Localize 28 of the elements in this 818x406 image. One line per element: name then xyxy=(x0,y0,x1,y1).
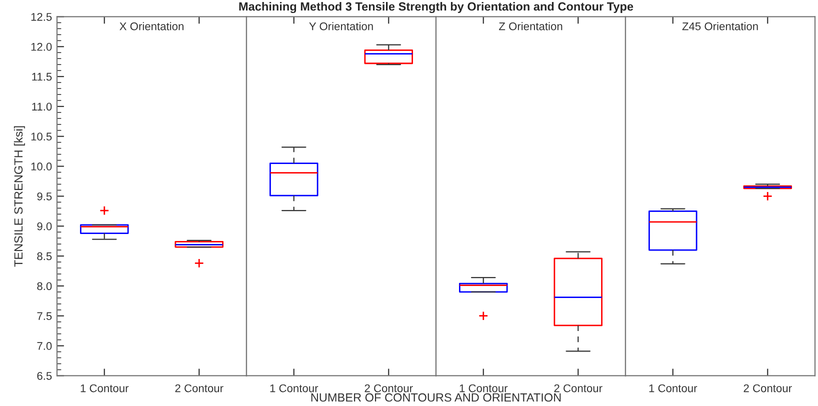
y-tick-label: 7.0 xyxy=(37,342,52,350)
x-tick-label: 2 Contour xyxy=(364,384,413,392)
y-tick-label: 8.0 xyxy=(37,282,52,290)
y-tick-label: 6.5 xyxy=(37,372,52,380)
x-tick-label: 1 Contour xyxy=(80,384,129,392)
y-tick-label: 10.0 xyxy=(31,162,52,170)
annotation: X Orientation xyxy=(120,22,184,30)
x-tick-label: 1 Contour xyxy=(460,384,508,392)
y-tick-label: 11.0 xyxy=(32,102,52,111)
x-tick-label: 1 Contour xyxy=(270,384,318,392)
y-tick-label: 11.5 xyxy=(32,72,52,81)
annotation: Z45 Orientation xyxy=(682,22,758,30)
y-tick-label: 9.5 xyxy=(37,192,52,200)
x-tick-label: 1 Contour xyxy=(649,384,698,392)
y-tick-label: 12.5 xyxy=(31,12,52,21)
annotation: Z Orientation xyxy=(498,22,562,30)
x-axis-title: NUMBER OF CONTOURS AND ORIENTATION xyxy=(311,393,561,402)
x-tick-label: 2 Contour xyxy=(175,384,224,392)
y-tick-label: 10.5 xyxy=(31,132,52,140)
y-tick-label: 9.0 xyxy=(37,222,52,230)
y-tick-label: 12.0 xyxy=(31,42,52,51)
annotation: Y Orientation xyxy=(309,22,373,30)
x-tick-label: 2 Contour xyxy=(744,384,792,392)
y-axis-title: TENSILE STRENGTH [ksi] xyxy=(14,126,25,267)
y-tick-label: 7.5 xyxy=(37,312,52,320)
y-tick-label: 8.5 xyxy=(37,252,52,260)
x-tick-label: 2 Contour xyxy=(554,384,602,392)
chart-title: Machining Method 3 Tensile Strength by Orientation and Contour Type xyxy=(239,2,634,14)
